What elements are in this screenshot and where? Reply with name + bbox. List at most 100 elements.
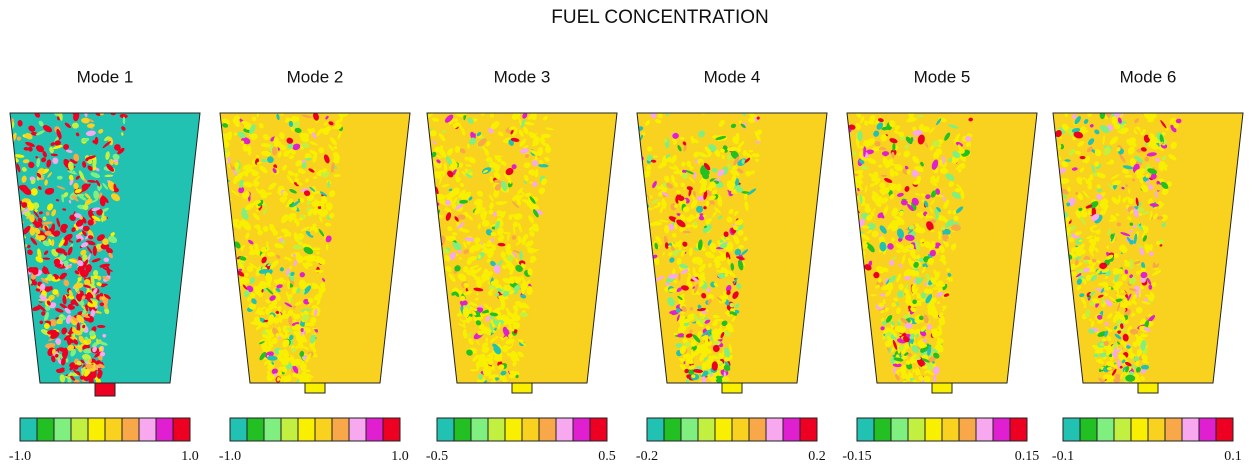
contour-blob <box>628 164 630 167</box>
contour-blob <box>640 211 646 216</box>
contour-blob <box>0 147 5 152</box>
contour-blob <box>1094 354 1099 358</box>
inlet <box>512 383 532 393</box>
contour-blob <box>1048 153 1055 161</box>
colorbar-swatch <box>732 418 749 441</box>
contour-blob <box>213 176 219 187</box>
colorbar-max: 0.5 <box>598 449 616 464</box>
contour-blob <box>10 196 13 201</box>
colorbar-swatch <box>173 418 190 441</box>
contour-blob <box>1042 120 1047 126</box>
contour-blob <box>0 131 2 134</box>
contour-blob <box>1048 182 1056 190</box>
contour-blob <box>842 197 853 204</box>
colorbar-swatch <box>230 418 247 441</box>
contour-blob <box>215 196 226 202</box>
contour-blob <box>842 130 848 140</box>
colorbar-swatch <box>454 418 471 441</box>
colorbar-min: -0.1 <box>1052 449 1074 464</box>
colorbar-swatch <box>332 418 349 441</box>
contour-blob <box>1044 152 1053 161</box>
contour-blob <box>837 157 846 166</box>
contour-blob <box>19 233 23 237</box>
contour-blob <box>11 225 15 229</box>
contour-blob <box>415 140 425 148</box>
colorbar-swatch <box>105 418 122 441</box>
contour-blob <box>834 124 842 128</box>
colorbar-swatch <box>590 418 607 441</box>
contour-blob <box>6 160 10 169</box>
colorbar-max: 1.0 <box>181 449 199 464</box>
contour-blob <box>15 242 24 252</box>
colorbar-swatch <box>315 418 332 441</box>
contour-blob <box>633 180 640 186</box>
colorbar-swatch <box>1165 418 1182 441</box>
contour-blob <box>418 162 427 171</box>
contour-blob <box>5 200 17 208</box>
colorbar-swatch <box>1114 418 1131 441</box>
contour-blob <box>1036 125 1041 131</box>
colorbar-swatch <box>281 418 298 441</box>
colorbar-swatch <box>471 418 488 441</box>
contour-blob <box>217 196 227 207</box>
contour-blob <box>0 135 3 139</box>
contour-blob <box>1051 202 1061 208</box>
colorbar-swatch <box>783 418 800 441</box>
contour-blob <box>213 133 221 140</box>
contour-blob <box>1050 189 1055 194</box>
contour-blob <box>1042 157 1050 165</box>
contour-blob <box>226 228 231 233</box>
colorbar-swatch <box>942 418 959 441</box>
contour-blob <box>208 143 214 149</box>
colorbar-swatch <box>959 418 976 441</box>
contour-blob <box>623 146 627 150</box>
colorbar-swatch <box>139 418 156 441</box>
colorbar-swatch <box>681 418 698 441</box>
contour-blob <box>4 156 14 164</box>
contour-blob <box>422 165 433 170</box>
colorbar-swatch <box>800 418 817 441</box>
contour-blob <box>17 239 22 246</box>
contour-blob <box>832 123 842 133</box>
contour-blob <box>752 153 760 157</box>
contour-blob <box>428 204 434 207</box>
colorbar-min: -1.0 <box>9 449 31 464</box>
contour-blob <box>207 126 214 133</box>
contour-blob <box>718 273 726 278</box>
contour-blob <box>834 148 845 156</box>
contour-blob <box>224 217 233 223</box>
contour-blob <box>0 155 1 163</box>
contour-blob <box>419 155 425 164</box>
contour-blob <box>5 140 12 147</box>
colorbar-max: 0.2 <box>808 449 826 464</box>
contour-blob <box>424 174 432 183</box>
colorbar-swatch <box>908 418 925 441</box>
inlet <box>305 383 325 393</box>
contour-field <box>825 109 1037 385</box>
contour-blob <box>1056 218 1065 227</box>
colorbar-swatch <box>264 418 281 441</box>
contour-blob <box>206 145 213 150</box>
contour-blob <box>833 155 842 164</box>
contour-blob <box>1042 131 1047 141</box>
contour-blob <box>0 167 4 173</box>
contour-blob <box>1046 170 1049 176</box>
figure: FUEL CONCENTRATION Mode 1-1.01.0Mode 2-1… <box>0 0 1252 465</box>
inlet <box>95 383 115 396</box>
colorbar-swatch <box>976 418 993 441</box>
contour-blob <box>428 205 434 213</box>
contour-blob <box>417 166 424 170</box>
colorbar-swatch <box>298 418 315 441</box>
contour-blob <box>628 147 636 155</box>
contour-blob <box>417 128 421 132</box>
contour-blob <box>9 151 14 157</box>
contour-blob <box>411 133 415 140</box>
contour-field <box>1027 110 1243 387</box>
contour-blob <box>412 133 424 145</box>
contour-blob <box>636 186 646 198</box>
contour-blob <box>216 143 220 147</box>
contour-blob <box>420 144 429 152</box>
contour-blob <box>218 173 222 178</box>
contour-blob <box>202 136 214 147</box>
contour-blob <box>214 172 225 183</box>
